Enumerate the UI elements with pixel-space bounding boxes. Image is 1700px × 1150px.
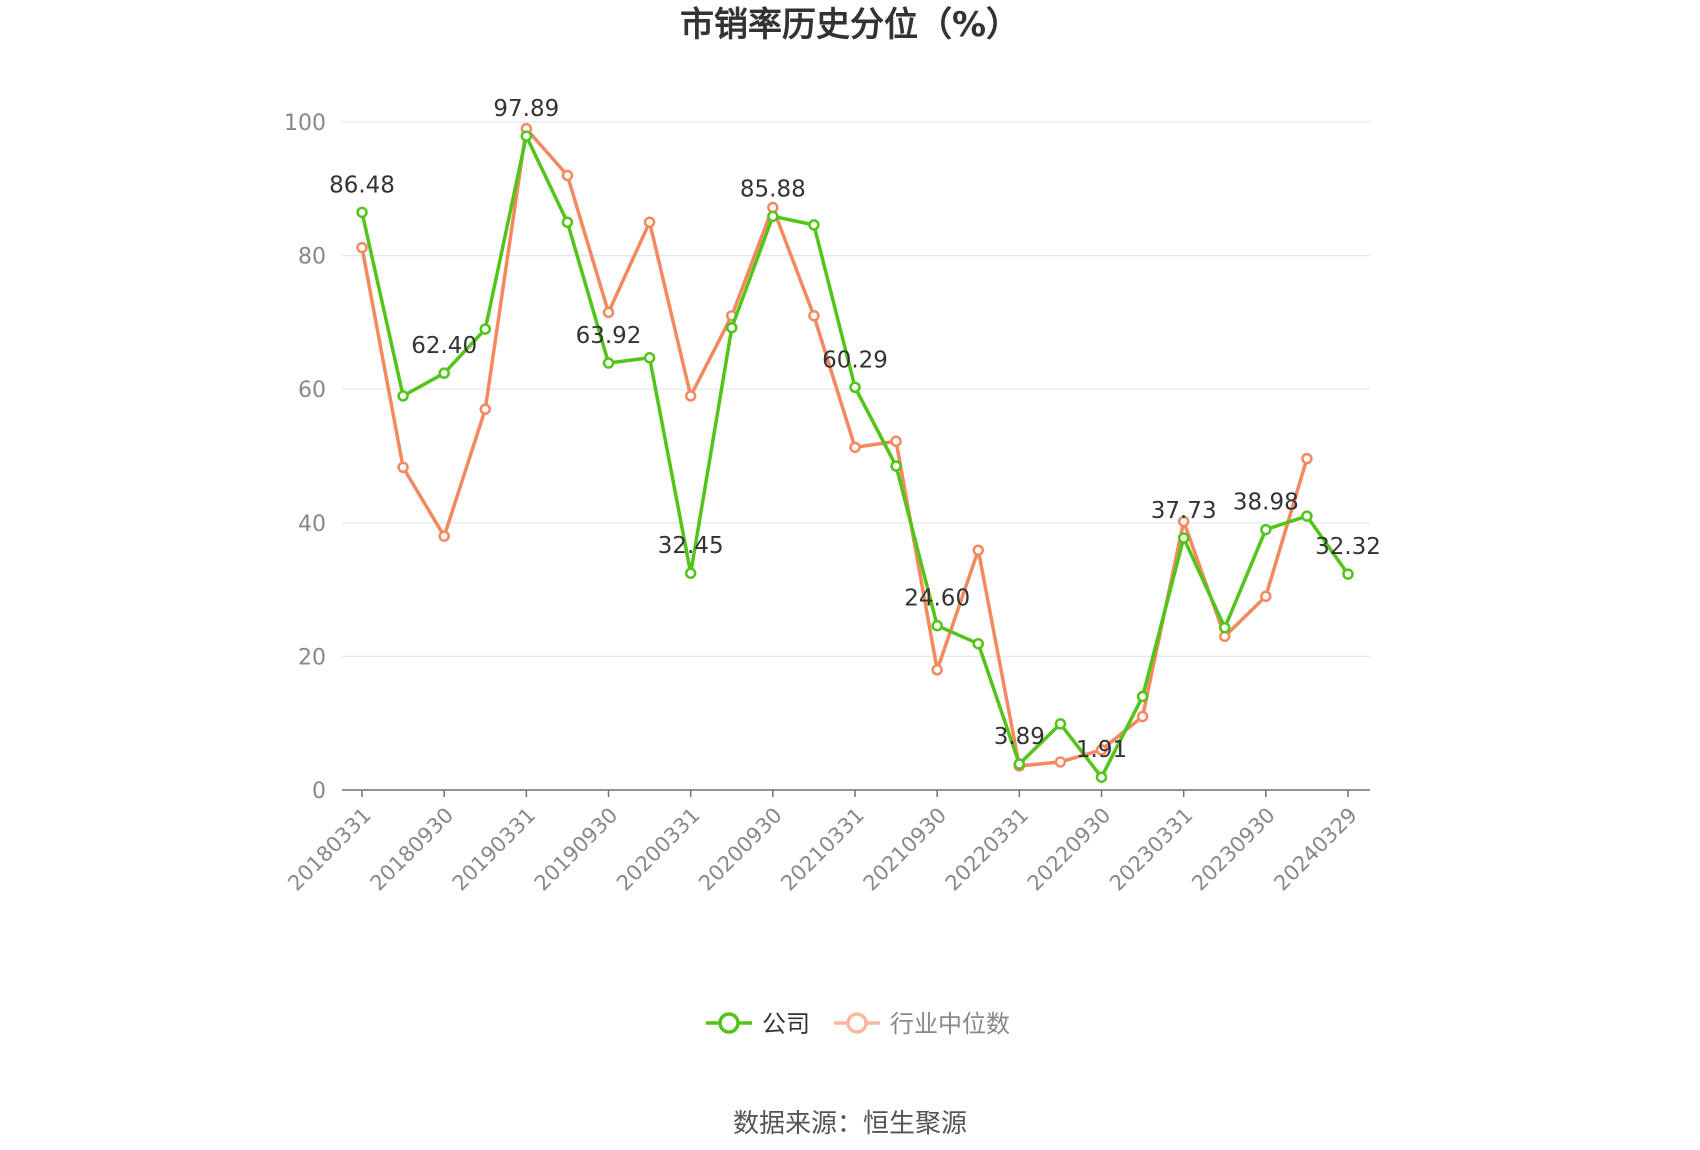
data-label: 37.73 xyxy=(1151,498,1217,524)
y-tick-label: 80 xyxy=(298,245,326,270)
data-point-industry xyxy=(602,306,615,319)
y-tick-label: 100 xyxy=(284,111,326,136)
data-point-industry xyxy=(1260,590,1272,603)
legend[interactable]: 公司 行业中位数 xyxy=(706,1010,1010,1038)
y-tick-label: 0 xyxy=(312,779,326,804)
data-point-industry xyxy=(1301,452,1313,465)
series-layer xyxy=(356,122,1354,783)
legend-label: 行业中位数 xyxy=(890,1010,1010,1038)
data-point-company xyxy=(1013,758,1026,770)
data-point-company xyxy=(356,206,368,219)
data-point-company xyxy=(438,367,450,379)
data-label: 32.45 xyxy=(658,533,724,559)
data-point-company xyxy=(931,619,943,632)
data-point-company xyxy=(479,323,491,335)
data-label: 32.32 xyxy=(1315,534,1381,560)
x-tick-label: 20230331 xyxy=(1105,803,1198,896)
data-point-company xyxy=(1095,771,1108,783)
y-tick-label: 20 xyxy=(298,645,326,670)
data-point-industry xyxy=(1095,744,1108,756)
x-tick-label: 20200331 xyxy=(612,803,705,896)
x-tick-label: 20220930 xyxy=(1023,803,1116,896)
data-point-industry xyxy=(972,544,984,556)
x-tick-label: 20190331 xyxy=(448,803,541,896)
data-point-company xyxy=(1054,718,1067,730)
data-label: 85.88 xyxy=(740,176,806,202)
x-tick-label: 20210930 xyxy=(859,803,952,896)
data-label: 97.89 xyxy=(493,96,559,122)
data-point-company xyxy=(726,321,738,334)
x-tick-label: 20230930 xyxy=(1187,803,1280,896)
data-point-company xyxy=(1219,621,1231,634)
data-point-company xyxy=(684,567,697,579)
legend-label: 公司 xyxy=(762,1010,810,1038)
source-note: 数据来源：恒生聚源 xyxy=(733,1109,967,1139)
legend-marker xyxy=(718,1012,740,1034)
data-point-company xyxy=(972,637,984,650)
data-point-industry xyxy=(438,530,450,542)
legend-marker xyxy=(846,1012,868,1034)
legend-item-industry[interactable]: 行业中位数 xyxy=(834,1010,1010,1038)
data-label: 60.29 xyxy=(822,347,888,373)
data-label: 38.98 xyxy=(1233,490,1299,516)
data-point-company xyxy=(767,210,779,223)
series-line-industry xyxy=(360,126,1309,768)
data-label: 3.89 xyxy=(994,724,1045,750)
data-point-industry xyxy=(561,169,574,182)
data-point-industry xyxy=(808,309,820,322)
data-point-industry xyxy=(397,461,409,474)
data-point-company xyxy=(1260,523,1272,536)
x-tick-label: 20180331 xyxy=(283,803,376,896)
x-tick-label: 20220331 xyxy=(941,803,1034,896)
data-point-industry xyxy=(849,441,861,454)
data-point-company xyxy=(1301,510,1313,522)
data-label: 86.48 xyxy=(329,172,395,198)
data-label: 1.91 xyxy=(1076,737,1127,763)
data-point-company xyxy=(520,130,533,142)
data-point-industry xyxy=(1177,515,1190,528)
data-point-industry xyxy=(643,216,656,228)
x-tick-label: 20190930 xyxy=(530,803,623,896)
x-tick-label: 20210331 xyxy=(776,803,869,896)
x-tick-label: 20180930 xyxy=(366,803,459,896)
data-point-company xyxy=(1342,568,1354,580)
data-point-company xyxy=(561,216,574,228)
data-point-company xyxy=(808,219,820,231)
data-point-company xyxy=(397,390,409,402)
y-tick-label: 40 xyxy=(298,512,326,537)
data-label: 62.40 xyxy=(411,333,477,359)
data-point-company xyxy=(643,352,656,364)
data-point-industry xyxy=(931,664,943,676)
data-point-company xyxy=(1177,532,1190,544)
data-point-industry xyxy=(1136,710,1149,723)
data-point-industry xyxy=(356,241,368,254)
x-tick-label: 20240329 xyxy=(1269,803,1362,896)
data-point-company xyxy=(890,460,902,472)
data-label-layer: 86.48 62.40 97.89 63.92 32.45 85.88 60.29 24.60… xyxy=(329,96,1381,763)
data-point-company xyxy=(1136,690,1149,703)
x-tick-label: 20200930 xyxy=(694,803,787,896)
data-point-industry xyxy=(479,403,491,415)
chart-title: 市销率历史分位（%） xyxy=(680,5,1020,45)
data-point-industry xyxy=(890,435,902,448)
data-point-industry xyxy=(1054,756,1067,768)
data-point-company xyxy=(602,357,615,369)
data-label: 63.92 xyxy=(576,323,642,349)
legend-item-company[interactable]: 公司 xyxy=(706,1010,810,1038)
data-label: 24.60 xyxy=(904,586,970,612)
y-tick-label: 60 xyxy=(298,378,326,403)
data-point-industry xyxy=(684,390,697,402)
data-point-company xyxy=(849,381,861,394)
